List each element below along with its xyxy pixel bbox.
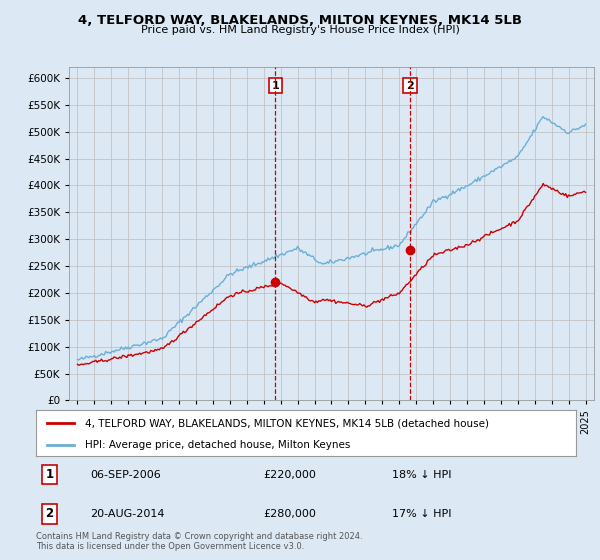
Text: 1: 1 bbox=[46, 468, 53, 481]
Text: 2: 2 bbox=[46, 507, 53, 520]
Text: 18% ↓ HPI: 18% ↓ HPI bbox=[392, 470, 452, 479]
Text: 06-SEP-2006: 06-SEP-2006 bbox=[90, 470, 161, 479]
Text: 1: 1 bbox=[271, 81, 279, 91]
Text: 20-AUG-2014: 20-AUG-2014 bbox=[90, 509, 164, 519]
Text: 2: 2 bbox=[406, 81, 414, 91]
Text: 17% ↓ HPI: 17% ↓ HPI bbox=[392, 509, 452, 519]
Text: 4, TELFORD WAY, BLAKELANDS, MILTON KEYNES, MK14 5LB: 4, TELFORD WAY, BLAKELANDS, MILTON KEYNE… bbox=[78, 14, 522, 27]
Text: Price paid vs. HM Land Registry's House Price Index (HPI): Price paid vs. HM Land Registry's House … bbox=[140, 25, 460, 35]
Text: £280,000: £280,000 bbox=[263, 509, 316, 519]
Text: £220,000: £220,000 bbox=[263, 470, 316, 479]
Text: 4, TELFORD WAY, BLAKELANDS, MILTON KEYNES, MK14 5LB (detached house): 4, TELFORD WAY, BLAKELANDS, MILTON KEYNE… bbox=[85, 418, 488, 428]
Text: HPI: Average price, detached house, Milton Keynes: HPI: Average price, detached house, Milt… bbox=[85, 440, 350, 450]
Text: Contains HM Land Registry data © Crown copyright and database right 2024.
This d: Contains HM Land Registry data © Crown c… bbox=[36, 532, 362, 552]
